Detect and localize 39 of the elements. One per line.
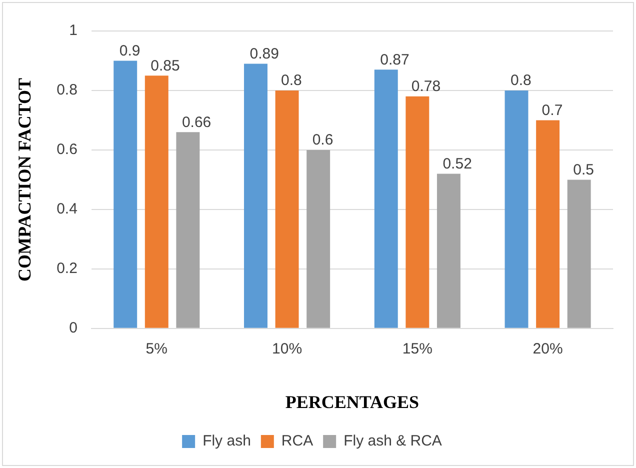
y-tick-label: 0.6 [56, 141, 78, 158]
legend-label: RCA [281, 432, 314, 450]
data-label: 0.9 [119, 42, 140, 60]
x-axis-title: PERCENTAGES [285, 392, 420, 412]
y-tick-label: 0.4 [56, 200, 78, 218]
bar [306, 150, 330, 328]
data-label: 0.8 [510, 72, 532, 90]
bar [144, 76, 168, 328]
bar [436, 174, 460, 328]
data-label: 0.78 [411, 78, 441, 96]
bar [374, 70, 398, 328]
bar [536, 120, 560, 328]
bar [244, 64, 268, 328]
bar [275, 90, 299, 328]
data-label: 0.85 [150, 57, 180, 74]
data-label: 0.6 [312, 132, 334, 149]
data-label: 0.87 [380, 51, 410, 68]
data-label: 0.5 [573, 161, 594, 178]
data-label: 0.89 [250, 45, 279, 62]
x-tick-label: 20% [532, 340, 563, 358]
bar [176, 132, 200, 328]
x-tick-label: 15% [402, 340, 432, 358]
y-tick-label: 0.2 [56, 260, 78, 278]
bar [114, 60, 138, 328]
x-tick-label: 5% [146, 340, 168, 358]
bar [567, 180, 591, 328]
data-label: 0.8 [281, 72, 302, 90]
bar [504, 90, 528, 328]
legend-label: Fly ash [202, 432, 251, 450]
legend-label: Fly ash & RCA [344, 432, 442, 450]
data-label: 0.7 [542, 102, 563, 119]
x-tick-label: 10% [272, 340, 302, 358]
data-label: 0.52 [442, 155, 472, 172]
y-tick-label: 0 [69, 320, 78, 337]
data-label: 0.66 [182, 114, 212, 131]
y-tick-label: 0.8 [56, 82, 78, 99]
y-tick-label: 1 [69, 22, 78, 40]
bar [406, 96, 430, 328]
y-axis-title: COMPACTION FACTOT [14, 78, 34, 282]
